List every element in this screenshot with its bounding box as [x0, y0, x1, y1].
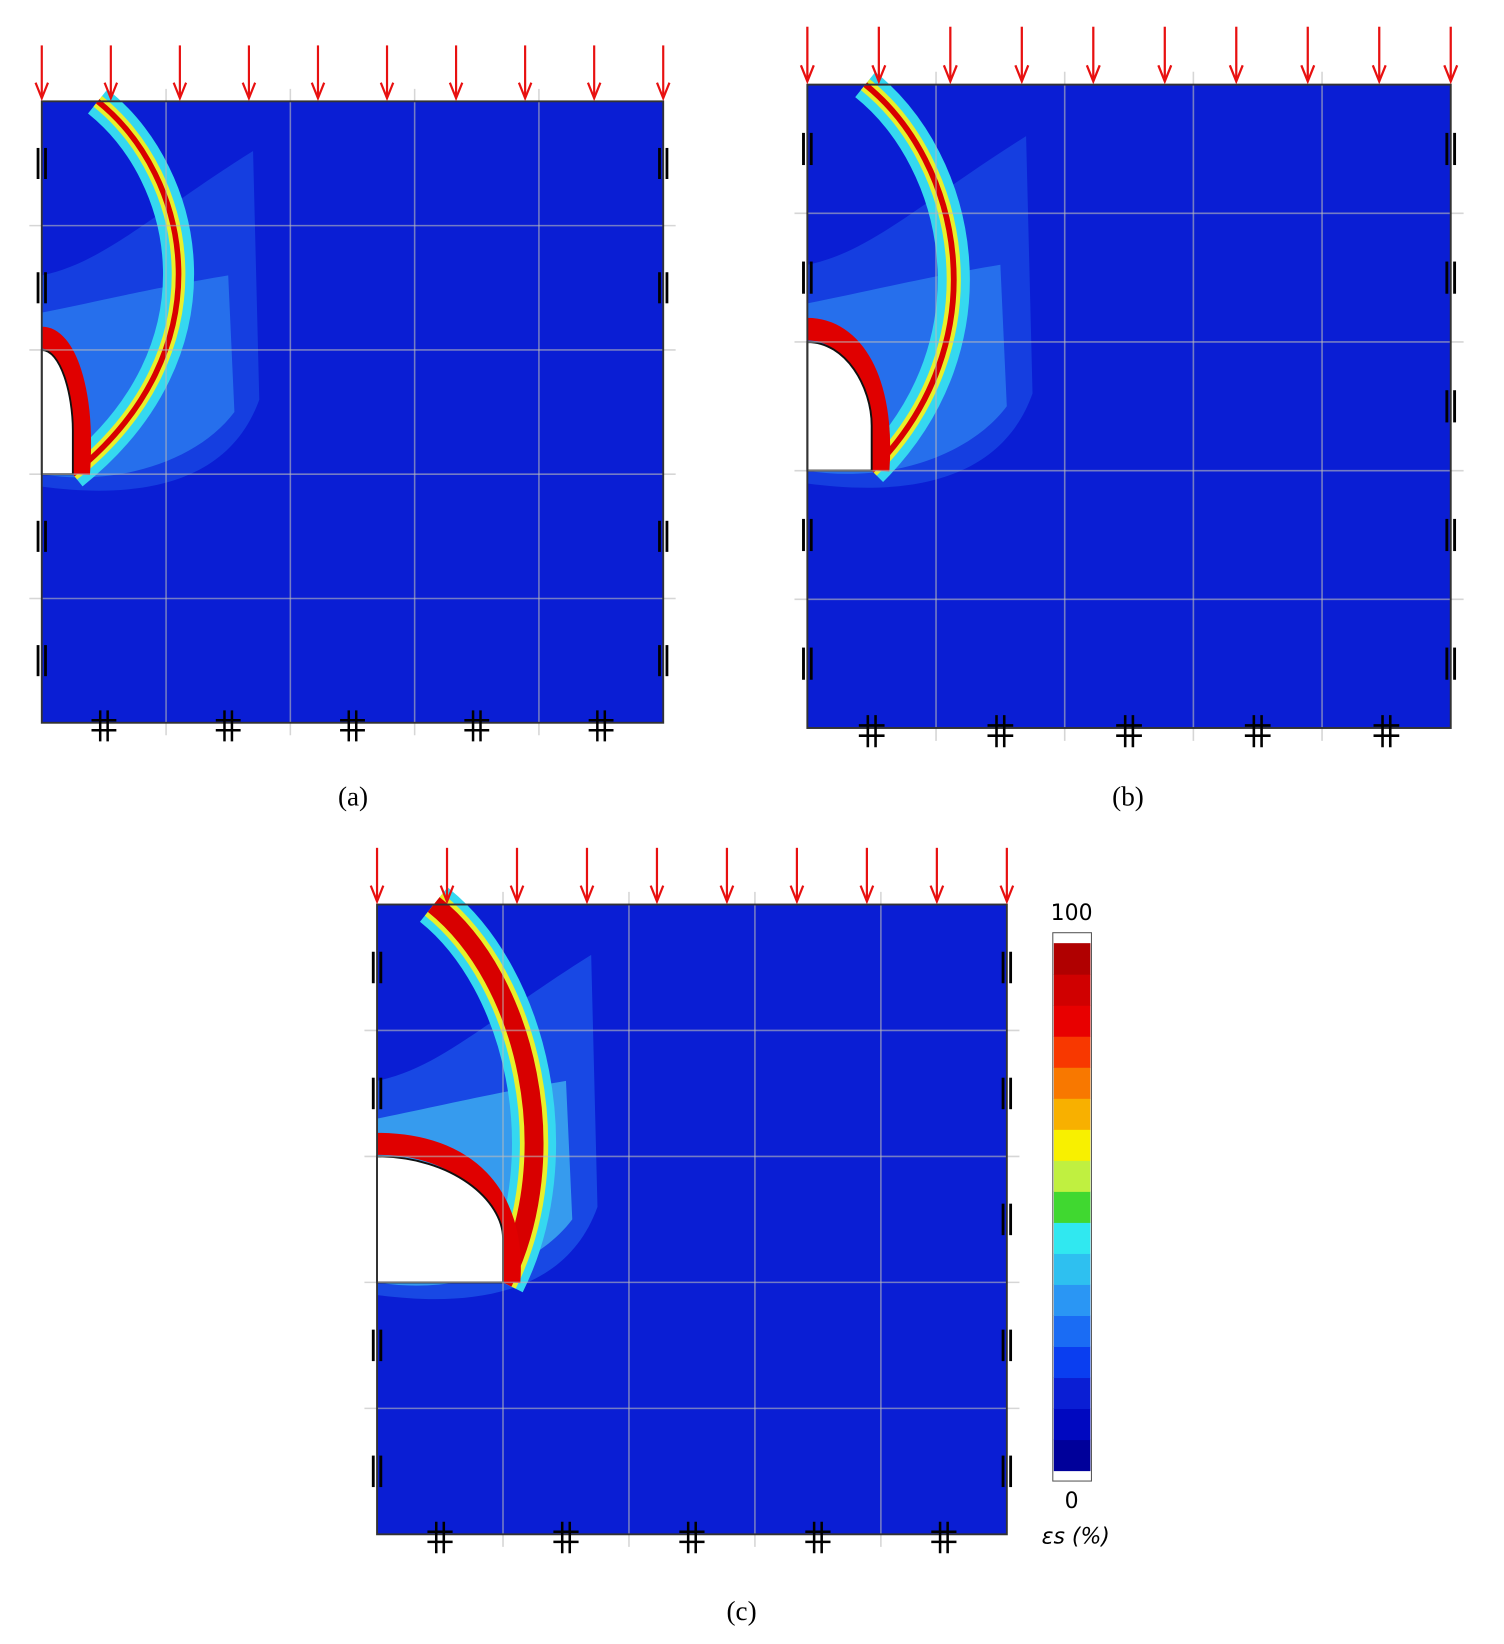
fixed-support: [464, 710, 490, 742]
fixed-support: [340, 710, 365, 742]
colorbar-step: [1053, 1036, 1091, 1068]
load-arrow-head: [241, 82, 257, 102]
fixed-support: [427, 1521, 453, 1554]
load-arrow-head: [517, 82, 533, 102]
colorbar-max: 100: [1051, 901, 1093, 926]
load-arrow-head: [509, 885, 525, 905]
load-arrow-head: [1443, 64, 1459, 85]
load-arrow-head: [1300, 64, 1316, 85]
load-arrow-head: [999, 885, 1015, 905]
hole: [806, 341, 873, 472]
load-arrow-head: [1085, 64, 1101, 85]
fixed-support: [858, 715, 885, 748]
colorbar-step: [1053, 1160, 1091, 1192]
load-arrow-head: [942, 64, 958, 85]
load-arrow-head: [172, 82, 188, 102]
colorbar-step: [1053, 943, 1091, 975]
shear-band: [427, 897, 544, 1287]
fixed-support: [553, 1521, 579, 1554]
hole: [40, 348, 74, 476]
load-arrow-head: [579, 885, 595, 905]
load-arrow-head: [439, 885, 455, 905]
load-arrow-head: [310, 82, 326, 102]
fixed-support: [679, 1521, 705, 1554]
fixed-support: [805, 1521, 831, 1554]
colorbar-title: εs (%): [1042, 1524, 1110, 1549]
load-arrow-head: [871, 64, 887, 85]
domain-border: [40, 100, 665, 724]
fixed-support: [215, 710, 241, 742]
colorbar-min: 0: [1065, 1489, 1079, 1514]
colorbar-step: [1053, 974, 1091, 1006]
colorbar-step: [1053, 1346, 1091, 1379]
load-arrow-head: [1371, 64, 1387, 85]
panel-label: (b): [1112, 781, 1144, 811]
contour-panel: [29, 45, 676, 742]
load-arrow-head: [586, 82, 602, 102]
hole-strain: [39, 326, 91, 475]
colorbar-step: [1053, 1253, 1091, 1285]
hole-strain: [806, 317, 891, 472]
load-arrow-head: [655, 82, 671, 102]
fixed-support: [1373, 715, 1400, 748]
colorbar-step: [1053, 1129, 1091, 1161]
load-arrow-head: [103, 82, 119, 102]
colorbar-step: [1053, 1408, 1091, 1441]
panel-label: (c): [726, 1596, 756, 1626]
fixed-support: [987, 715, 1014, 748]
load-arrow-head: [789, 885, 805, 905]
fixed-support: [931, 1521, 957, 1554]
load-arrow-head: [799, 64, 815, 85]
shear-band: [71, 99, 182, 477]
load-arrow-head: [719, 885, 735, 905]
colorbar-step: [1053, 1005, 1091, 1037]
fixed-support: [588, 710, 614, 742]
colorbar-step: [1053, 1377, 1091, 1410]
load-arrow-head: [1157, 64, 1173, 85]
contour-panel: [364, 847, 1020, 1554]
fixed-support: [1244, 715, 1271, 748]
shear-band: [863, 82, 957, 473]
load-arrow-head: [1228, 64, 1244, 85]
load-arrow-head: [448, 82, 464, 102]
colorbar-step: [1053, 1222, 1091, 1254]
load-arrow-head: [649, 885, 665, 905]
load-arrow-head: [34, 82, 50, 102]
contour-panel: [794, 26, 1464, 748]
load-arrow-head: [369, 885, 385, 905]
fixed-support: [1116, 715, 1142, 748]
colorbar-step: [1053, 1098, 1091, 1130]
colorbar-step: [1053, 1067, 1091, 1099]
colorbar-step: [1053, 1284, 1091, 1316]
domain-border: [376, 903, 1008, 1536]
load-arrow-head: [379, 82, 395, 102]
colorbar-step: [1053, 1191, 1091, 1223]
load-arrow-head: [929, 885, 945, 905]
load-arrow-head: [1014, 64, 1030, 85]
fixed-support: [91, 710, 117, 742]
colorbar-step: [1053, 1439, 1091, 1472]
domain-border: [806, 83, 1452, 729]
hole-strain: [376, 1132, 521, 1284]
load-arrow-head: [859, 885, 875, 905]
colorbar-step: [1053, 1315, 1091, 1348]
panel-label: (a): [338, 781, 368, 811]
